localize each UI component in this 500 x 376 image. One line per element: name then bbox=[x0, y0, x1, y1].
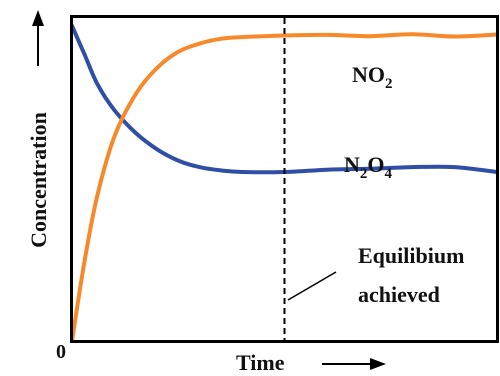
equilibrium-pointer-line bbox=[287, 271, 337, 301]
series-layer bbox=[70, 23, 499, 343]
plot-frame bbox=[70, 15, 499, 343]
n2o4-label-sub-2: 4 bbox=[385, 166, 393, 182]
series-line-n2o4 bbox=[70, 23, 499, 175]
series-line-no2 bbox=[70, 32, 499, 343]
series-label-n2o4: N2O4 bbox=[344, 152, 393, 182]
equilibrium-label-line-1: Equilibium bbox=[358, 243, 464, 268]
y-axis-arrow bbox=[32, 10, 44, 66]
n2o4-label-o: O bbox=[367, 152, 384, 177]
series-label-no2: NO2 bbox=[352, 62, 393, 92]
equilibrium-label-line-2: achieved bbox=[358, 282, 440, 307]
n2o4-label-sub-1: 2 bbox=[360, 166, 368, 182]
y-axis-label: Concentration bbox=[26, 112, 51, 248]
no2-label-base: NO bbox=[352, 62, 385, 87]
x-axis-label: Time bbox=[236, 350, 285, 375]
x-axis-arrow bbox=[322, 358, 386, 370]
no2-label-sub: 2 bbox=[385, 76, 393, 92]
n2o4-label-n: N bbox=[344, 152, 360, 177]
origin-label: 0 bbox=[56, 341, 66, 363]
